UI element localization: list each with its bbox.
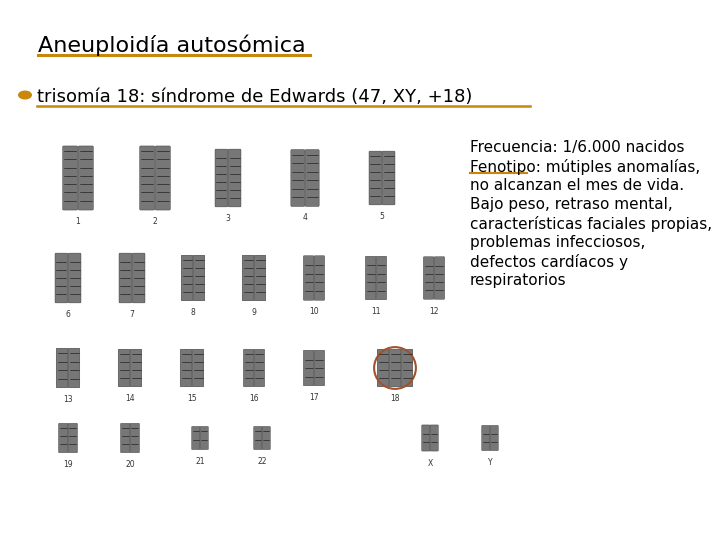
FancyBboxPatch shape [192,427,200,450]
Text: 18: 18 [390,394,400,403]
FancyBboxPatch shape [78,146,94,210]
FancyBboxPatch shape [490,426,498,450]
Text: 17: 17 [309,393,319,402]
FancyBboxPatch shape [58,423,68,453]
FancyBboxPatch shape [482,426,490,450]
Text: no alcanzan el mes de vida.: no alcanzan el mes de vida. [470,178,684,193]
FancyBboxPatch shape [254,349,265,387]
FancyBboxPatch shape [200,427,208,450]
FancyBboxPatch shape [119,253,132,303]
FancyBboxPatch shape [132,253,145,303]
Text: 9: 9 [251,308,256,317]
FancyBboxPatch shape [434,257,445,299]
FancyBboxPatch shape [63,146,78,210]
FancyBboxPatch shape [423,257,434,299]
Text: trisomía 18: síndrome de Edwards (47, XY, +18): trisomía 18: síndrome de Edwards (47, XY… [37,88,472,106]
Text: Y: Y [487,458,492,467]
Text: respiratorios: respiratorios [470,273,567,288]
FancyBboxPatch shape [68,348,80,388]
FancyBboxPatch shape [314,350,325,386]
FancyBboxPatch shape [430,425,438,451]
Text: 7: 7 [130,310,135,319]
Text: 5: 5 [379,212,384,221]
FancyBboxPatch shape [254,255,266,301]
FancyBboxPatch shape [242,255,253,301]
Text: 4: 4 [302,213,307,222]
Text: 14: 14 [125,394,135,403]
FancyBboxPatch shape [369,151,382,205]
Text: 8: 8 [191,308,195,317]
FancyBboxPatch shape [193,255,204,301]
FancyBboxPatch shape [365,256,376,300]
FancyBboxPatch shape [376,256,387,300]
FancyBboxPatch shape [253,427,262,450]
FancyBboxPatch shape [181,255,193,301]
FancyBboxPatch shape [56,348,68,388]
FancyBboxPatch shape [215,149,228,207]
Text: problemas infecciosos,: problemas infecciosos, [470,235,645,250]
FancyBboxPatch shape [422,425,430,451]
Text: Fenotipo: mútiples anomalías,: Fenotipo: mútiples anomalías, [470,159,701,175]
FancyBboxPatch shape [382,151,395,205]
Text: 15: 15 [187,394,197,403]
FancyBboxPatch shape [303,350,314,386]
Text: 11: 11 [372,307,381,316]
Text: 21: 21 [195,457,204,466]
FancyBboxPatch shape [243,349,254,387]
Text: Frecuencia: 1/6.000 nacidos: Frecuencia: 1/6.000 nacidos [470,140,685,155]
FancyBboxPatch shape [180,349,192,387]
Text: 20: 20 [125,460,135,469]
Text: 3: 3 [225,214,230,223]
FancyBboxPatch shape [156,146,171,210]
FancyBboxPatch shape [68,423,78,453]
Ellipse shape [18,91,32,99]
Text: 12: 12 [429,307,438,315]
Text: Bajo peso, retraso mental,: Bajo peso, retraso mental, [470,197,672,212]
FancyBboxPatch shape [192,349,204,387]
FancyBboxPatch shape [228,149,241,207]
FancyBboxPatch shape [55,253,68,303]
FancyBboxPatch shape [401,349,413,387]
Text: características faciales propias,: características faciales propias, [470,216,712,232]
FancyBboxPatch shape [118,349,130,387]
FancyBboxPatch shape [390,349,401,387]
FancyBboxPatch shape [314,256,325,300]
Text: Aneuploidía autosómica: Aneuploidía autosómica [38,35,305,57]
FancyBboxPatch shape [305,150,319,206]
Text: 16: 16 [249,394,258,403]
Text: 10: 10 [309,307,319,316]
FancyBboxPatch shape [120,423,130,453]
Text: 2: 2 [153,217,158,226]
Text: 22: 22 [257,457,266,466]
FancyBboxPatch shape [262,427,270,450]
Text: 6: 6 [66,310,71,319]
Text: defectos cardíacos y: defectos cardíacos y [470,254,628,270]
FancyBboxPatch shape [303,256,314,300]
Text: 1: 1 [76,217,81,226]
FancyBboxPatch shape [130,349,142,387]
FancyBboxPatch shape [140,146,155,210]
FancyBboxPatch shape [291,150,305,206]
Text: X: X [428,458,433,468]
FancyBboxPatch shape [68,253,81,303]
FancyBboxPatch shape [377,349,389,387]
Text: 19: 19 [63,460,73,469]
Text: 13: 13 [63,395,73,404]
FancyBboxPatch shape [130,423,140,453]
